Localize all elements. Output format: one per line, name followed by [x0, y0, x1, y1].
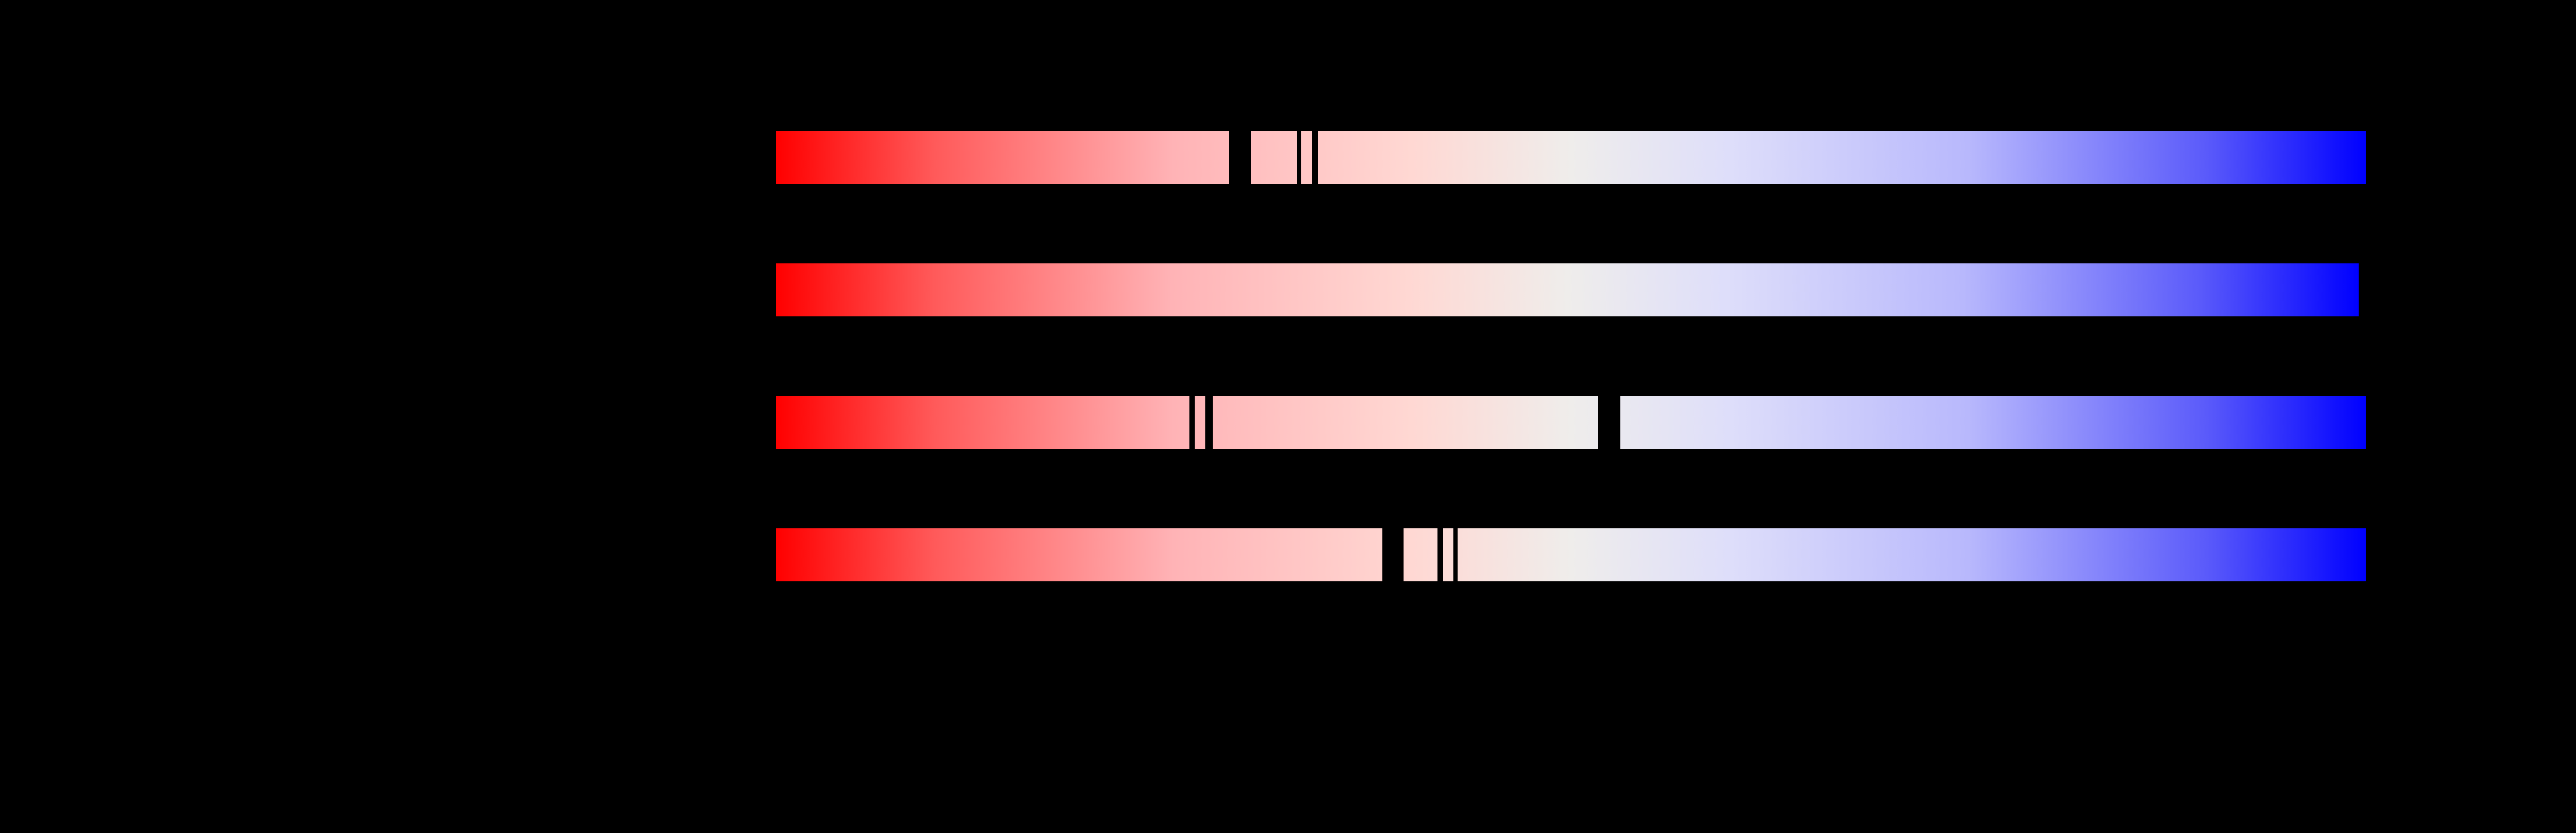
gradient-bar-row-2 [776, 263, 2359, 316]
break-mark-row-3-2 [1205, 395, 1213, 449]
gradient-bar-row-4 [776, 528, 2366, 582]
break-mark-row-4-2 [1437, 528, 1443, 582]
break-mark-row-3-3 [1598, 395, 1620, 449]
break-mark-row-4-3 [1453, 528, 1458, 582]
break-mark-row-1-2 [1297, 130, 1301, 184]
break-mark-row-1-1 [1229, 130, 1251, 184]
break-mark-row-3-1 [1189, 395, 1195, 449]
gradient-bar-row-3 [776, 395, 2366, 449]
break-mark-row-1-3 [1312, 130, 1318, 184]
gradient-bar-row-1 [776, 130, 2366, 184]
break-mark-row-4-1 [1382, 528, 1404, 582]
